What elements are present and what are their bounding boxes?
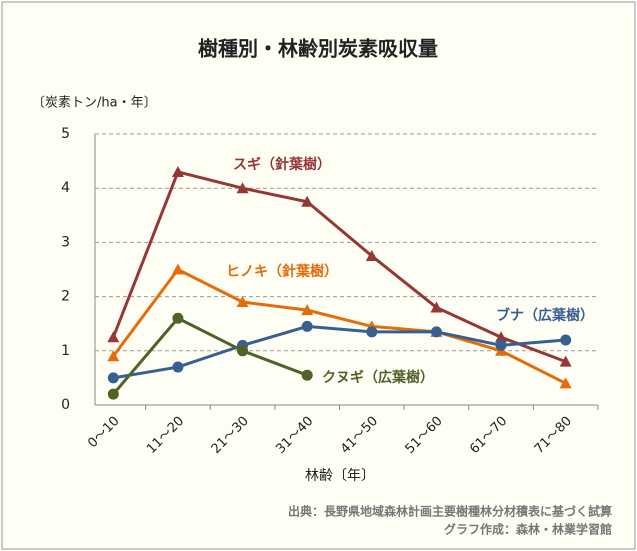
credit: グラフ作成：森林・林業学習館: [444, 522, 612, 537]
marker: [236, 182, 249, 194]
marker: [172, 361, 184, 373]
y-tick-label: 5: [61, 126, 70, 142]
series-label: ヒノキ（針葉樹）: [226, 263, 338, 280]
marker: [495, 331, 508, 343]
marker: [107, 372, 119, 384]
marker: [172, 312, 184, 324]
marker: [559, 355, 572, 367]
y-tick-label: 2: [61, 289, 70, 305]
marker: [365, 249, 378, 261]
marker: [560, 334, 572, 346]
marker: [301, 320, 313, 332]
marker: [430, 301, 443, 313]
series-line: [112, 267, 567, 385]
marker: [366, 326, 378, 338]
y-tick-label: 3: [61, 234, 70, 250]
y-tick-label: 1: [61, 343, 70, 359]
series-line: [111, 170, 567, 364]
marker: [301, 304, 314, 316]
marker: [559, 377, 572, 389]
marker: [107, 331, 120, 343]
marker: [107, 388, 119, 400]
x-axis-label: 林齢〔年〕: [305, 468, 375, 484]
chart-title: 樹種別・林齢別炭素吸収量: [198, 37, 438, 61]
source: 出典：長野県地域森林計画主要樹種林分材積表に基づく試算: [288, 504, 612, 519]
series-line: [113, 324, 566, 380]
y-axis-label: 〔炭素トン/ha・年〕: [32, 96, 157, 111]
marker: [301, 369, 313, 381]
series-line: [112, 316, 308, 396]
marker: [430, 326, 442, 338]
y-tick-label: 4: [61, 180, 70, 196]
series-label: クヌギ（広葉樹）: [322, 369, 434, 386]
marker: [301, 195, 314, 207]
marker: [495, 339, 507, 351]
y-tick-label: 0: [61, 397, 70, 413]
series-label: スギ（針葉樹）: [233, 156, 331, 173]
marker: [107, 350, 120, 362]
series-label: ブナ（広葉樹）: [496, 307, 594, 324]
marker: [171, 165, 184, 177]
marker: [237, 345, 249, 357]
marker: [236, 296, 249, 308]
marker: [171, 263, 184, 275]
